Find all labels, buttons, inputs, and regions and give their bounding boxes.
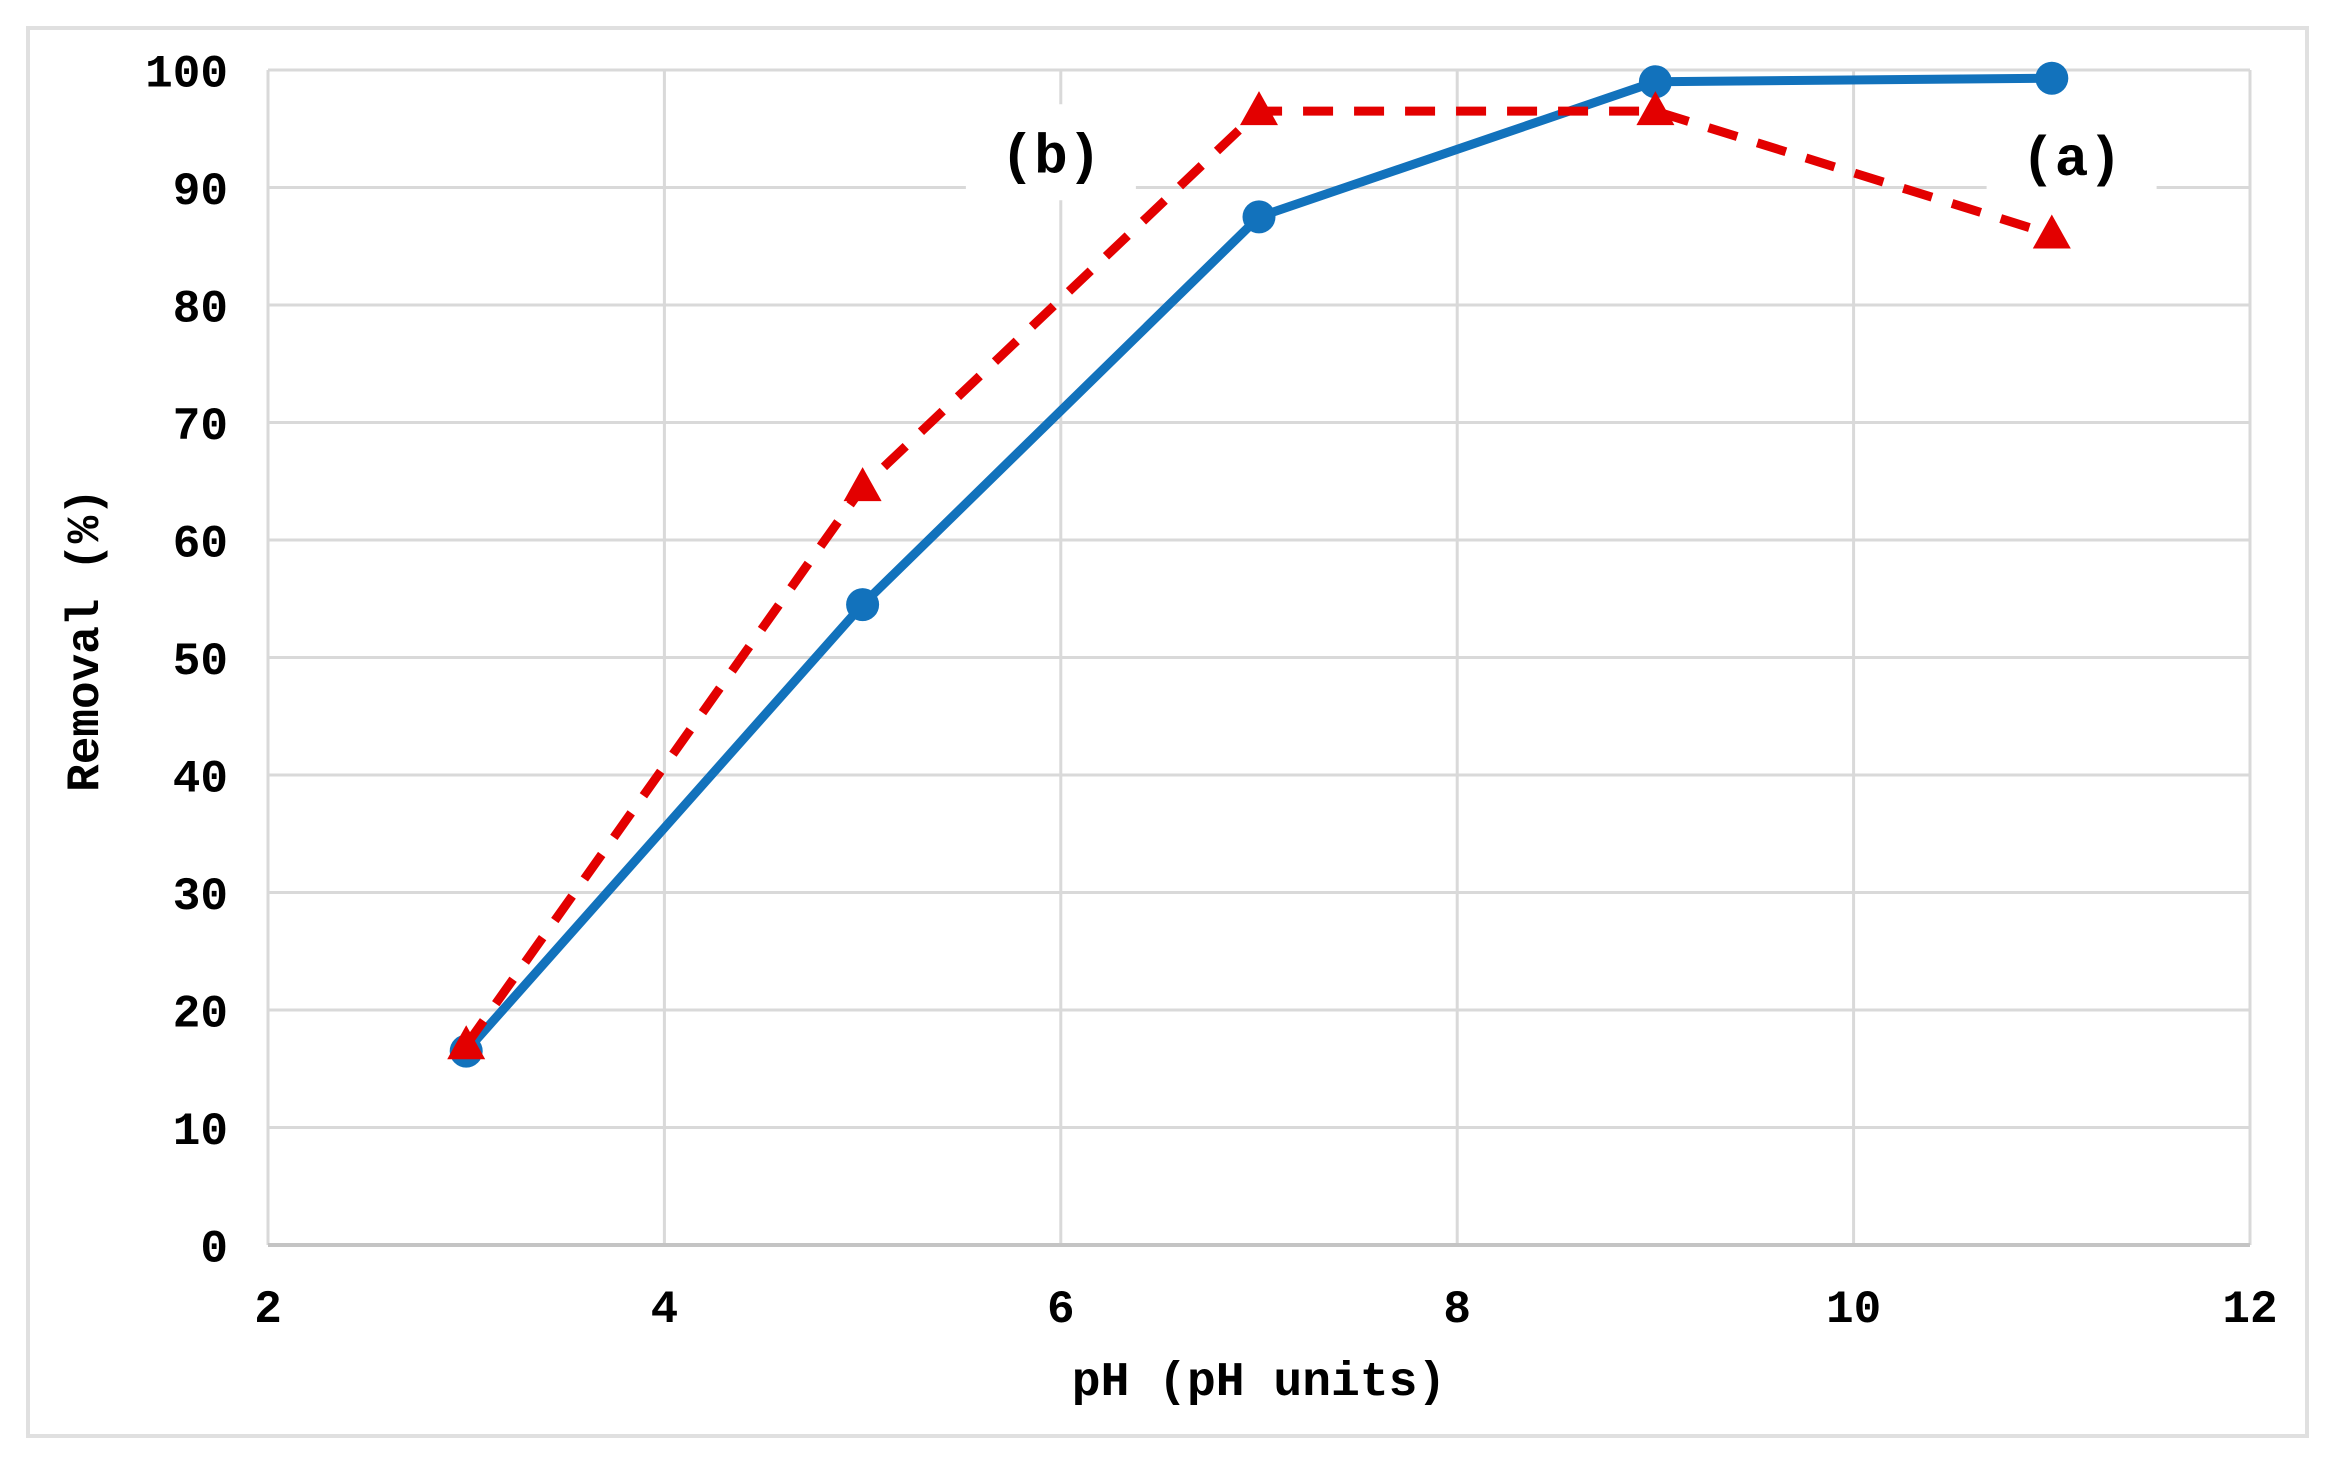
y-axis-title: Removal (%) xyxy=(60,488,112,792)
x-tick-label: 4 xyxy=(651,1284,679,1336)
series-a xyxy=(449,61,2069,1068)
x-tick-label: 8 xyxy=(1443,1284,1471,1336)
triangle-marker xyxy=(447,1025,486,1060)
tick-labels: 0 10 20 30 40 50 60 70 80 90 100 2 4 6 8 10 12 xyxy=(145,49,2277,1336)
y-tick-label: 80 xyxy=(173,284,228,336)
annotation-label: (b) xyxy=(1000,125,1101,189)
triangle-marker xyxy=(843,467,882,502)
y-tick-label: 60 xyxy=(173,519,228,571)
triangle-marker xyxy=(1636,91,1675,126)
series-line xyxy=(462,106,2054,1048)
series-b xyxy=(447,91,2071,1060)
circle-marker xyxy=(846,588,880,622)
circle-marker xyxy=(1242,200,1276,234)
annotation-a: (a) xyxy=(1986,106,2157,203)
y-tick-label: 40 xyxy=(173,754,228,806)
y-tick-label: 20 xyxy=(173,989,228,1041)
annotation-box xyxy=(1986,106,2157,203)
y-tick-label: 30 xyxy=(173,871,228,923)
annotation-b: (b) xyxy=(965,104,1136,201)
y-tick-label: 100 xyxy=(145,49,228,101)
triangle-marker xyxy=(2032,214,2071,249)
x-axis-title: pH (pH units) xyxy=(1072,1356,1446,1410)
x-tick-label: 12 xyxy=(2222,1284,2277,1336)
circle-marker xyxy=(2035,61,2069,95)
circle-marker xyxy=(1638,65,1672,99)
y-tick-label: 90 xyxy=(173,166,228,218)
y-tick-label: 10 xyxy=(173,1106,228,1158)
triangle-marker xyxy=(1240,91,1278,126)
annotation-label: (a) xyxy=(2021,128,2122,192)
annotation-box xyxy=(965,104,1136,201)
x-tick-label: 6 xyxy=(1047,1284,1075,1336)
y-tick-label: 70 xyxy=(173,401,228,453)
y-tick-label: 0 xyxy=(200,1224,228,1276)
x-tick-label: 10 xyxy=(1826,1284,1881,1336)
y-tick-label: 50 xyxy=(173,636,228,688)
gridlines xyxy=(266,68,2252,1247)
x-tick-label: 2 xyxy=(254,1284,282,1336)
figure-border xyxy=(26,26,2309,1438)
